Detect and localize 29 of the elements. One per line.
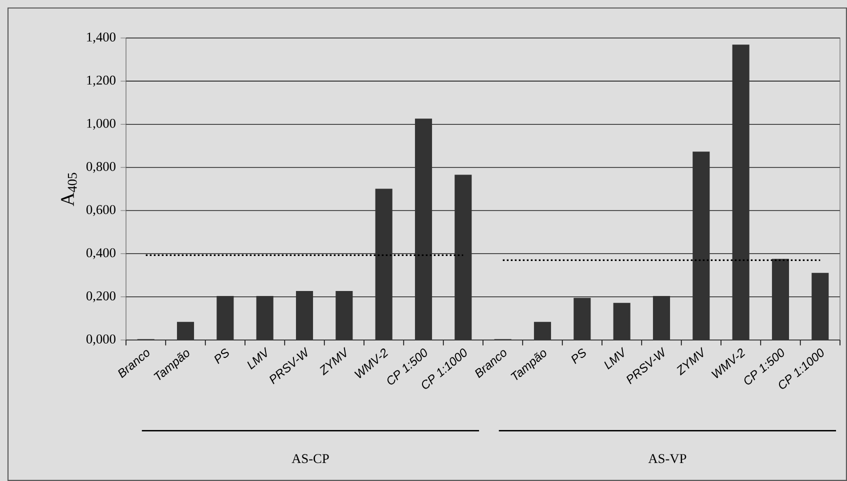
bar <box>692 152 710 340</box>
y-tick-label: 1,200 <box>87 76 116 87</box>
y-axis-title: A$_{405}$ <box>61 172 77 206</box>
bar <box>454 174 472 340</box>
x-tick-label: PS <box>571 348 586 364</box>
bar <box>652 296 670 340</box>
y-tick-label: 0,400 <box>86 248 116 260</box>
text: AS-CP <box>292 454 329 464</box>
y-tick-label: 1,000 <box>87 118 116 130</box>
bar <box>256 296 274 340</box>
bar <box>296 291 314 340</box>
bar <box>812 272 829 340</box>
y-tick-label: 0,600 <box>86 205 116 216</box>
y-tick-label: 1,400 <box>87 32 116 44</box>
bar <box>414 118 432 340</box>
bar <box>375 188 392 340</box>
bar <box>772 258 790 340</box>
y-tick-label: 0,000 <box>86 334 116 346</box>
bar <box>216 296 234 340</box>
bar <box>534 322 552 340</box>
bar <box>732 44 750 340</box>
bar <box>574 298 591 340</box>
bar <box>336 291 353 340</box>
bar <box>613 302 630 340</box>
y-tick-label: 0,800 <box>86 162 116 173</box>
x-tick-label: PS <box>214 348 229 364</box>
bar <box>176 322 194 340</box>
text: AS-VP <box>648 454 686 464</box>
y-tick-label: 0,200 <box>86 291 116 302</box>
